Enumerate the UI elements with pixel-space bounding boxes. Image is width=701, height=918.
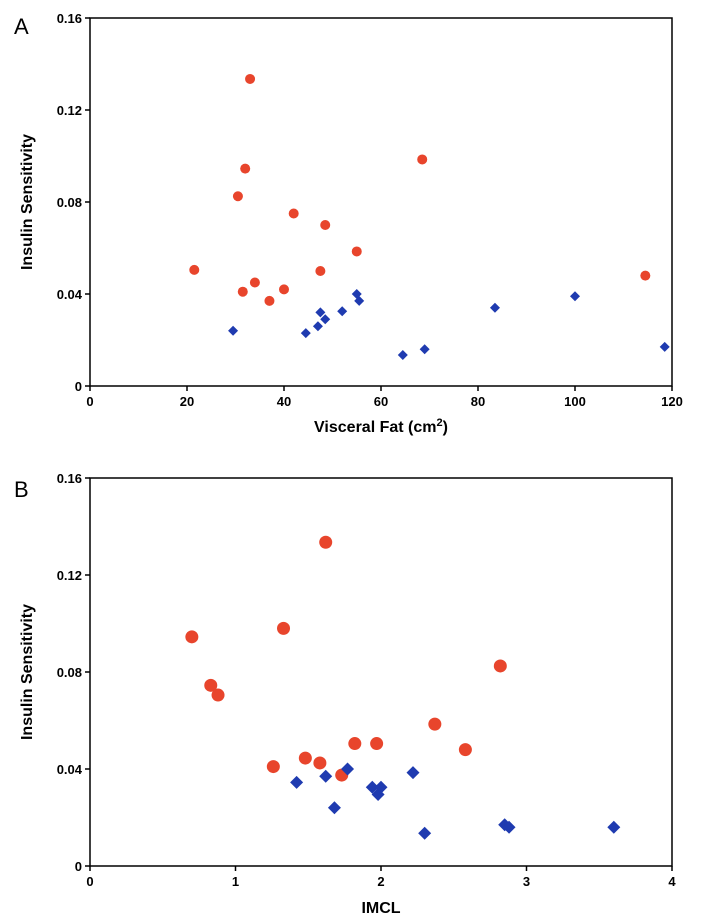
- panel-a-diamond-point: [570, 291, 580, 302]
- panel-a-x-tick-label: 80: [471, 394, 485, 409]
- panel-b-y-tick-label: 0.12: [57, 568, 82, 583]
- panel-a-diamond-point: [300, 328, 311, 339]
- panel-a-circle-point: [351, 246, 362, 257]
- panel-b-diamond-point: [502, 820, 516, 834]
- panel-a-diamond-point: [489, 302, 500, 313]
- panel-a-circle-point: [189, 264, 200, 275]
- panel-b: B Insulin Sensitivity IMCL 0 1 2 3 4 0 0.04 0.0…: [14, 471, 676, 917]
- panel-a-diamond-point: [659, 341, 670, 352]
- panel-a-letter: A: [14, 14, 29, 39]
- panel-b-letter: B: [14, 477, 29, 502]
- panel-a-x-tick-label: 40: [277, 394, 291, 409]
- panel-a-x-axis-title: Visceral Fat (cm2): [314, 417, 448, 436]
- panel-a-y-tick-label: 0.12: [57, 103, 82, 118]
- panel-a-y-axis-title: Insulin Sensitivity: [19, 134, 36, 270]
- panel-b-circle-point: [298, 751, 312, 765]
- panel-b-diamond-point: [341, 762, 355, 776]
- panel-b-diamond-point: [607, 820, 621, 834]
- panel-a-circle-point: [320, 220, 331, 230]
- panel-a-diamond-point: [419, 344, 430, 355]
- panel-a-circle-point: [417, 154, 428, 165]
- panel-a-diamond-point: [320, 314, 331, 325]
- panel-a-diamond-point: [312, 321, 323, 332]
- panel-a-circle-point: [264, 295, 275, 306]
- panel-b-y-tick-label: 0.04: [57, 762, 83, 777]
- panel-a-diamond-point: [315, 307, 326, 318]
- panel-a-y-tick-label: 0.16: [57, 11, 82, 26]
- panel-b-circle-point: [185, 630, 199, 644]
- panel-b-x-tick-label: 2: [377, 874, 384, 889]
- panel-a-circle-point: [245, 73, 256, 84]
- panel-a-circle-point: [249, 277, 260, 288]
- panel-a-y-tick-label: 0.08: [57, 195, 82, 210]
- panel-a-x-tick-label: 0: [86, 394, 93, 409]
- panel-b-circle-point: [493, 659, 507, 673]
- panel-b-y-tick-label: 0.16: [57, 471, 82, 486]
- panel-b-circle-point: [277, 621, 291, 635]
- panel-b-diamond-point: [406, 766, 420, 780]
- panel-b-circle-point: [319, 535, 333, 549]
- panel-a-diamond-point: [228, 325, 239, 336]
- panel-a-plot-frame: [89, 17, 673, 387]
- panel-b-circle-point: [313, 756, 327, 770]
- panel-a-circle-point: [288, 208, 299, 219]
- panel-b-x-axis-title: IMCL: [361, 900, 400, 917]
- panel-b-circle-point: [458, 743, 472, 757]
- panel-b-diamond-point: [418, 826, 432, 840]
- panel-b-diamond-point: [374, 780, 388, 794]
- panel-a-circle-point: [240, 163, 251, 174]
- panel-a-circle-point: [315, 266, 326, 276]
- panel-a-x-tick-label: 100: [564, 394, 586, 409]
- panel-b-plot-frame: [89, 477, 673, 867]
- panel-a-diamond-point: [397, 349, 408, 360]
- panel-a-y-tick-label: 0.04: [57, 287, 83, 302]
- panel-b-circle-point: [211, 688, 225, 702]
- panel-b-x-tick-label: 0: [86, 874, 93, 889]
- panel-b-diamond-point: [319, 769, 333, 783]
- panel-a-x-tick-label: 20: [180, 394, 194, 409]
- panel-b-y-tick-label: 0.08: [57, 665, 82, 680]
- panel-b-y-tick-label: 0: [75, 859, 82, 874]
- panel-b-circle-point: [348, 737, 362, 751]
- panel-a-x-tick-label: 60: [374, 394, 388, 409]
- panel-b-x-tick-label: 3: [523, 874, 530, 889]
- panel-b-circle-point: [428, 717, 442, 731]
- panel-b-diamond-point: [365, 780, 379, 794]
- panel-a-diamond-point: [354, 295, 365, 306]
- panel-a-diamond-point: [337, 306, 348, 317]
- panel-a-y-tick-label: 0: [75, 379, 82, 394]
- panel-a: A Insulin Sensitivity Visceral Fat (cm2)…: [14, 11, 683, 436]
- panel-b-diamond-point: [290, 775, 304, 789]
- panel-a-x-tick-label: 120: [661, 394, 683, 409]
- panel-b-y-axis-title: Insulin Sensitivity: [19, 604, 36, 740]
- panel-b-circle-point: [204, 678, 218, 692]
- panel-b-diamond-point: [327, 801, 341, 815]
- panel-a-circle-point: [279, 284, 289, 295]
- panel-a-circle-point: [232, 191, 243, 202]
- panel-a-circle-point: [237, 286, 248, 297]
- panel-b-circle-point: [266, 760, 280, 774]
- panel-b-x-tick-label: 1: [232, 874, 239, 889]
- panel-a-circle-point: [640, 270, 651, 281]
- panel-b-x-tick-label: 4: [668, 874, 676, 889]
- panel-b-circle-point: [370, 737, 384, 751]
